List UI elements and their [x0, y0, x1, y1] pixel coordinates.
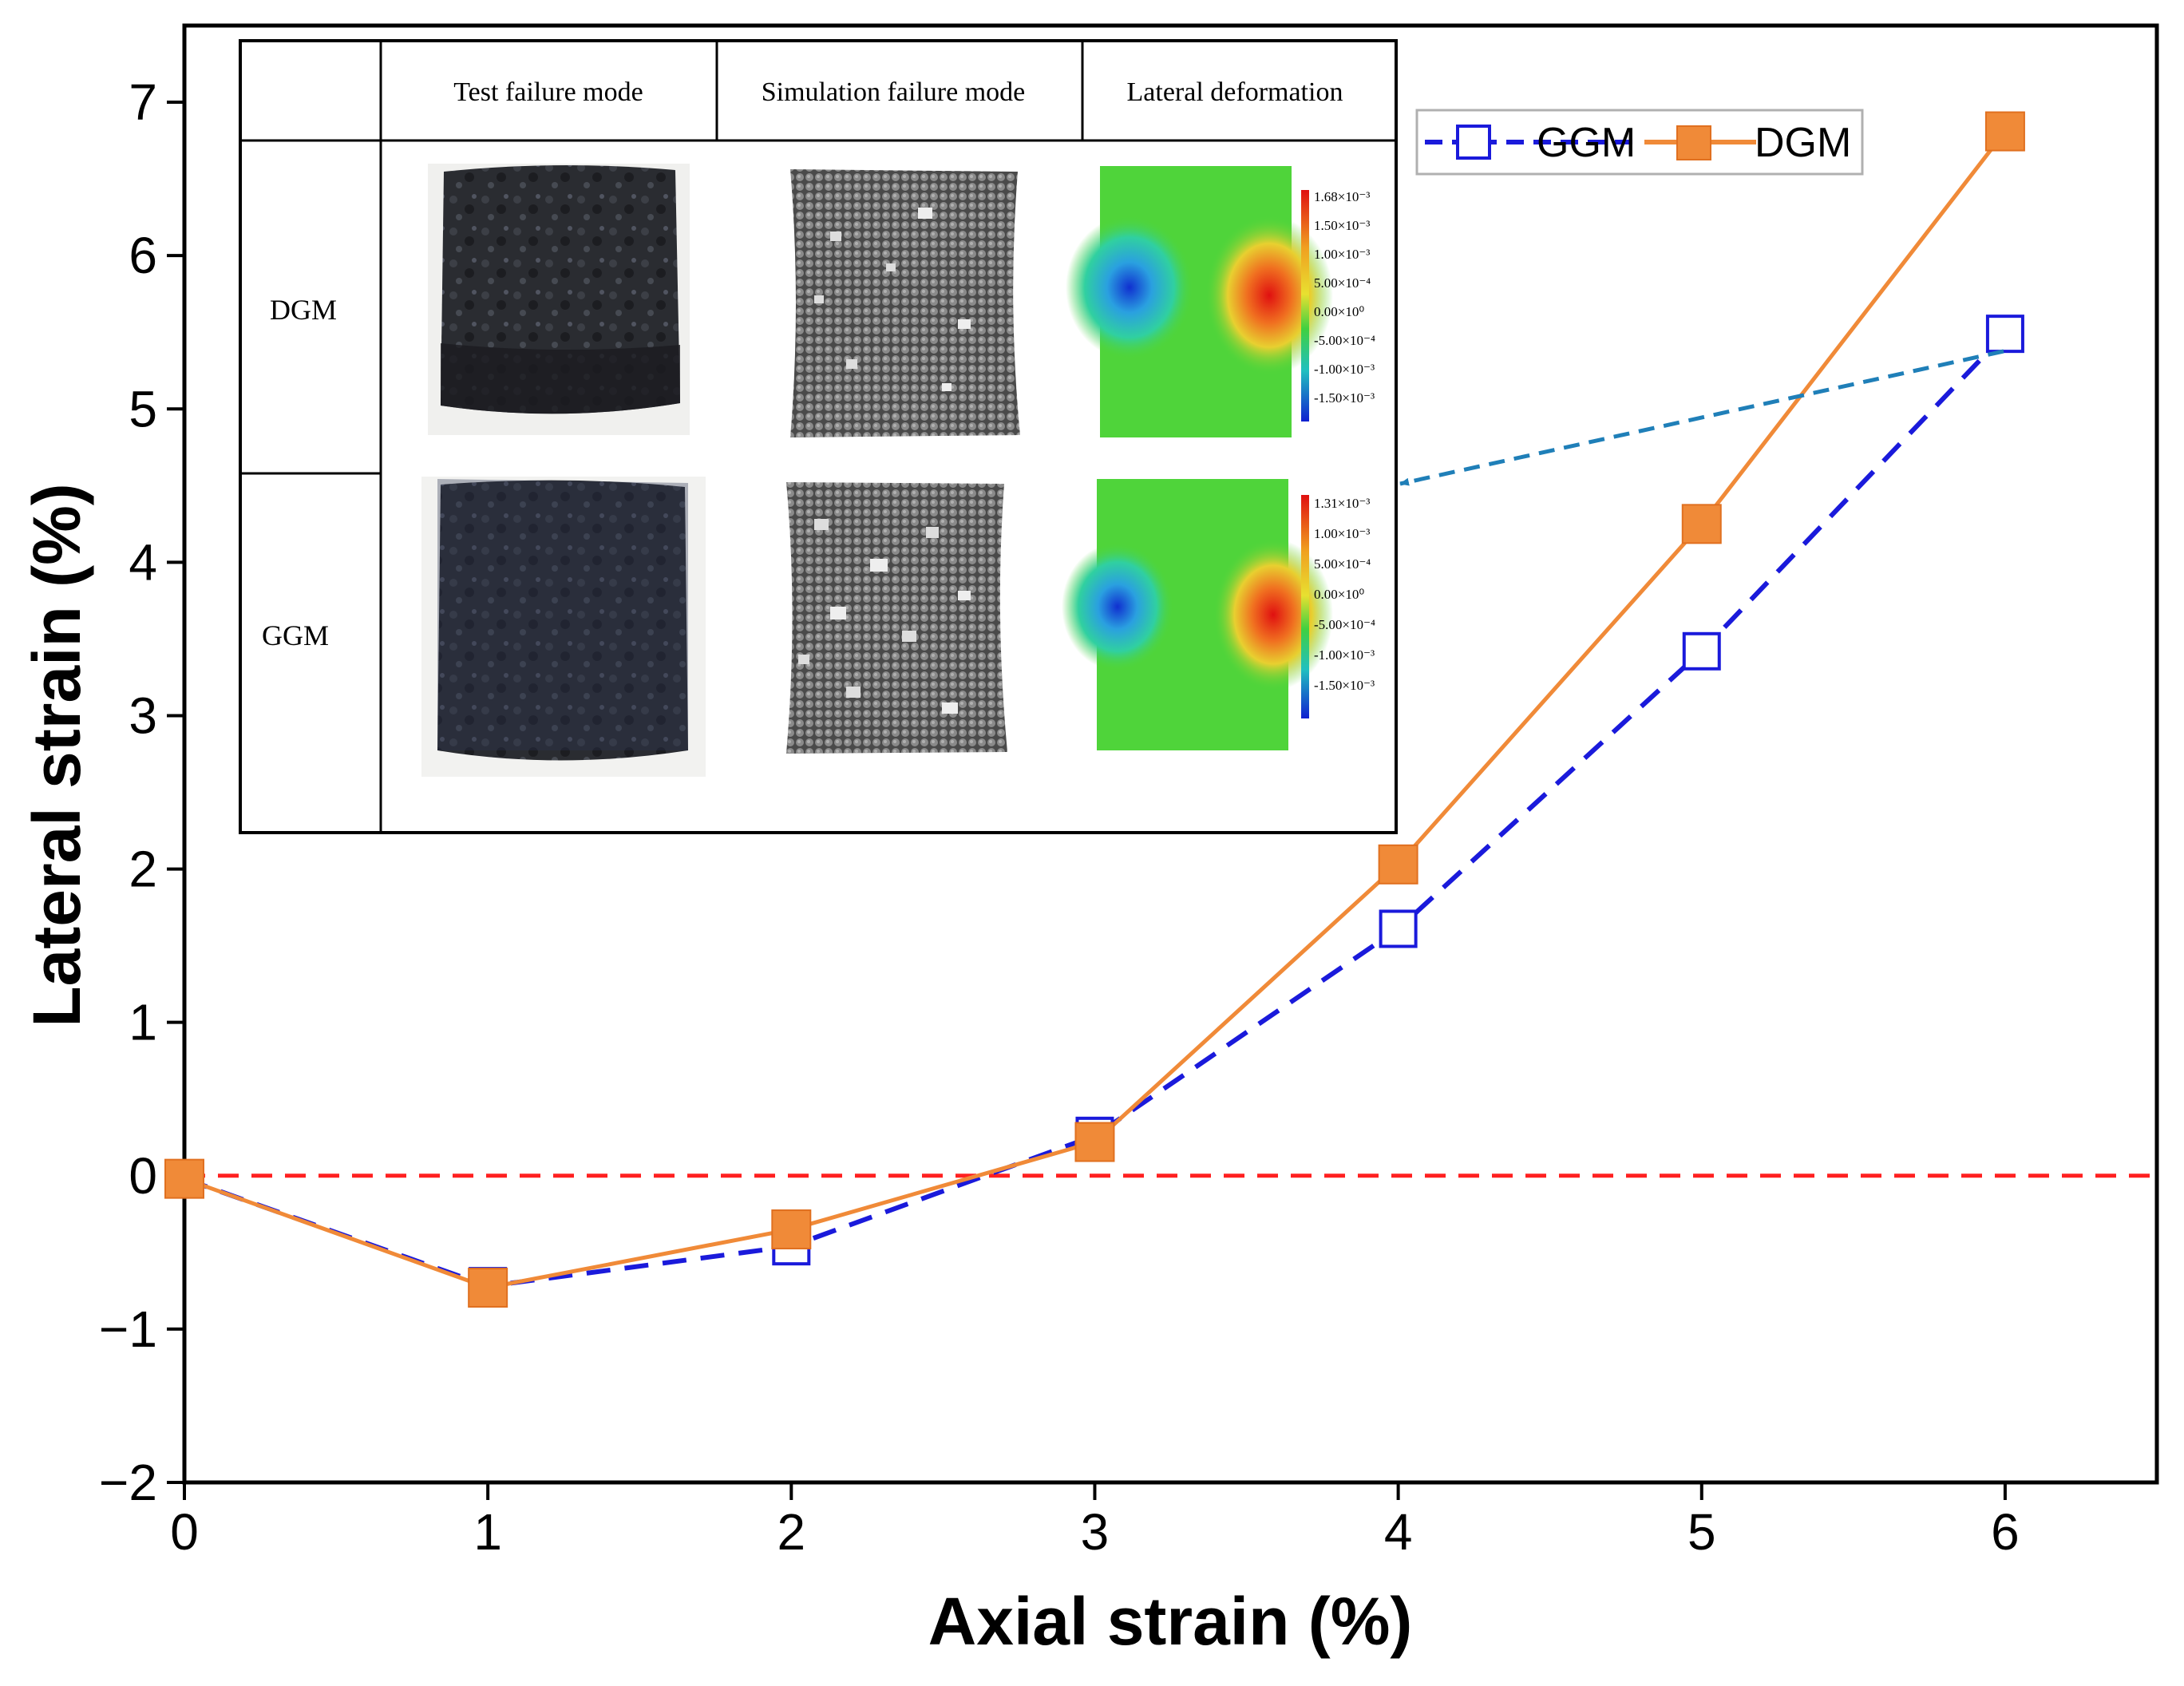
- point-dgm-0: [164, 1158, 204, 1199]
- x-tick-label-4: 4: [1384, 1503, 1413, 1561]
- colorbar-label-ggm-6: -1.50×10⁻³: [1314, 678, 1375, 693]
- colorbar-label-ggm-2: 5.00×10⁻⁴: [1314, 556, 1371, 572]
- x-axis-title: Axial strain (%): [928, 1584, 1413, 1659]
- colorbar-label-ggm-1: 1.00×10⁻³: [1314, 526, 1370, 541]
- colorbar-label-ggm-3: 0.00×10⁰: [1314, 587, 1364, 602]
- x-tick-label-3: 3: [1081, 1503, 1110, 1561]
- point-dgm-5: [1681, 504, 1722, 544]
- legend-dgm-marker: [1676, 125, 1711, 160]
- series-dgm: [164, 111, 2025, 1308]
- colorbar-label-dgm-6: -1.00×10⁻³: [1314, 362, 1375, 377]
- x-tick-label-1: 1: [473, 1503, 502, 1561]
- y-tick-label-7: 5: [129, 380, 157, 437]
- colorbar-label-dgm-7: -1.50×10⁻³: [1314, 390, 1375, 406]
- colorbar-label-ggm-5: -1.00×10⁻³: [1314, 647, 1375, 663]
- y-tick-label-5: 3: [129, 687, 157, 744]
- point-ggm-6: [1985, 315, 2024, 354]
- point-ggm-4: [1379, 909, 1418, 948]
- dgm-colorbar-labels: 1.68×10⁻³ 1.50×10⁻³ 1.00×10⁻³ 5.00×10⁻⁴ 0.00…: [1314, 189, 1375, 406]
- y-axis-title: Lateral strain (%): [19, 483, 94, 1027]
- point-dgm-1: [468, 1268, 508, 1308]
- inset-header-simulation: Simulation failure mode: [762, 77, 1026, 107]
- y-tick-label-9: 7: [129, 73, 157, 131]
- legend-ggm-marker: [1456, 125, 1491, 160]
- y-tick-label-0: −2: [99, 1454, 157, 1511]
- point-dgm-3: [1074, 1122, 1115, 1162]
- ggm-colorbar-labels: 1.31×10⁻³ 1.00×10⁻³ 5.00×10⁻⁴ 0.00×10⁰ -5.00…: [1314, 496, 1375, 693]
- point-dgm-4: [1378, 844, 1418, 885]
- colorbar-label-dgm-3: 5.00×10⁻⁴: [1314, 275, 1371, 291]
- y-tick-label-3: 1: [129, 994, 157, 1051]
- annotation-arrow: [1399, 349, 2004, 486]
- ggm-lateral-deformation-image: [1062, 479, 1333, 750]
- ggm-simulation-image: [786, 482, 1007, 754]
- point-dgm-2: [771, 1209, 812, 1250]
- legend: GGM DGM: [1415, 109, 1864, 176]
- colorbar-label-dgm-2: 1.00×10⁻³: [1314, 247, 1370, 262]
- y-tick-label-2: 0: [129, 1147, 157, 1205]
- x-tick-label-0: 0: [170, 1503, 199, 1561]
- y-axis-ticks: −2 −1 0 1 2 3 4 5 6 7: [99, 73, 184, 1511]
- plot-frame: [182, 23, 2159, 1485]
- x-tick-label-2: 2: [777, 1503, 806, 1561]
- colorbar-label-dgm-0: 1.68×10⁻³: [1314, 189, 1370, 204]
- inset-header-test: Test failure mode: [453, 77, 643, 107]
- x-axis-ticks: 0 1 2 3 4 5 6: [170, 1482, 2020, 1561]
- series-layer: [164, 111, 2025, 1308]
- colorbar-label-dgm-5: -5.00×10⁻⁴: [1314, 333, 1375, 348]
- x-tick-label-6: 6: [1991, 1503, 2020, 1561]
- y-tick-label-4: 2: [129, 841, 157, 898]
- dgm-test-specimen-image: [428, 164, 690, 435]
- colorbar-label-dgm-4: 0.00×10⁰: [1314, 304, 1364, 319]
- y-tick-label-6: 4: [129, 533, 157, 591]
- inset-row-label-dgm: DGM: [270, 294, 337, 326]
- inset-row-label-ggm: GGM: [262, 619, 329, 651]
- legend-dgm-label: DGM: [1755, 120, 1851, 166]
- y-tick-label-8: 6: [129, 227, 157, 284]
- dgm-lateral-deformation-image: [1066, 166, 1333, 437]
- point-dgm-6: [1984, 111, 2025, 152]
- colorbar-label-dgm-1: 1.50×10⁻³: [1314, 218, 1370, 233]
- ggm-test-specimen-image: [421, 477, 706, 777]
- inset-header-lateral: Lateral deformation: [1127, 77, 1343, 107]
- y-tick-label-1: −1: [99, 1300, 157, 1358]
- x-tick-label-5: 5: [1687, 1503, 1716, 1561]
- legend-ggm-label: GGM: [1537, 120, 1636, 166]
- point-ggm-5: [1682, 631, 1721, 671]
- colorbar-label-ggm-0: 1.31×10⁻³: [1314, 496, 1370, 511]
- inset-figure: Test failure mode Simulation failure mod…: [239, 39, 1398, 834]
- dgm-simulation-image: [790, 169, 1020, 437]
- colorbar-label-ggm-4: -5.00×10⁻⁴: [1314, 617, 1375, 632]
